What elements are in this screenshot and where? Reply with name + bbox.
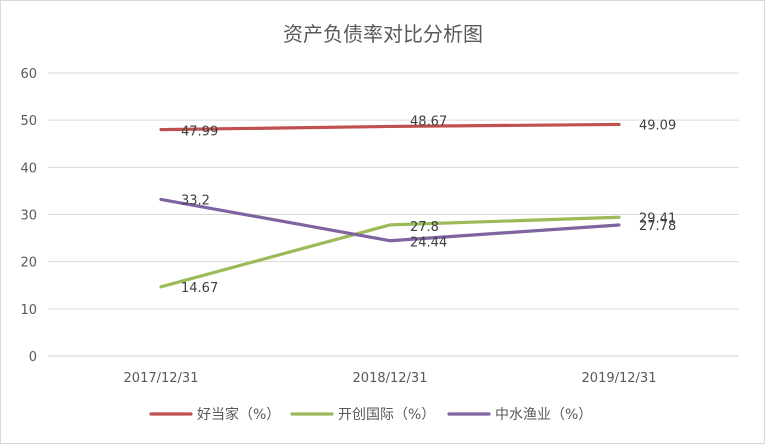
legend-label: 好当家（%） xyxy=(197,406,280,423)
series-line xyxy=(159,122,621,132)
series-line xyxy=(159,197,621,243)
y-tick-label: 10 xyxy=(20,303,37,318)
data-label: 14.67 xyxy=(181,281,218,296)
data-label: 48.67 xyxy=(410,114,447,129)
data-label: 27.78 xyxy=(639,219,676,234)
legend: 好当家（%） 开创国际（%） 中水渔业（%） xyxy=(149,406,592,423)
y-tick-label: 40 xyxy=(20,161,37,176)
data-label: 33.2 xyxy=(181,193,210,208)
data-labels: 47.99 48.67 49.09 14.67 27.8 29.41 33.2 24.44 27… xyxy=(181,114,676,295)
data-label: 47.99 xyxy=(181,125,218,140)
x-tick-label: 2018/12/31 xyxy=(353,371,428,386)
data-label: 49.09 xyxy=(639,118,676,133)
y-tick-label: 20 xyxy=(20,256,37,271)
series-lines xyxy=(159,122,621,289)
y-tick-label: 30 xyxy=(20,209,37,224)
x-axis-ticks: 2017/12/31 2018/12/31 2019/12/31 xyxy=(124,371,657,386)
legend-label: 开创国际（%） xyxy=(338,407,435,423)
chart-title: 资产负债率对比分析图 xyxy=(283,22,483,46)
y-axis-ticks: 0 10 20 30 40 50 60 xyxy=(20,67,37,365)
x-tick-label: 2019/12/31 xyxy=(582,371,657,386)
y-tick-label: 60 xyxy=(20,67,37,82)
y-tick-label: 50 xyxy=(20,114,37,129)
y-tick-label: 0 xyxy=(29,350,37,365)
data-label: 24.44 xyxy=(410,236,447,251)
series-line xyxy=(159,215,621,289)
data-label: 29.41 xyxy=(639,211,676,226)
data-label: 27.8 xyxy=(410,220,439,235)
legend-label: 中水渔业（%） xyxy=(495,407,592,423)
x-tick-label: 2017/12/31 xyxy=(124,371,199,386)
gridlines xyxy=(48,72,739,357)
